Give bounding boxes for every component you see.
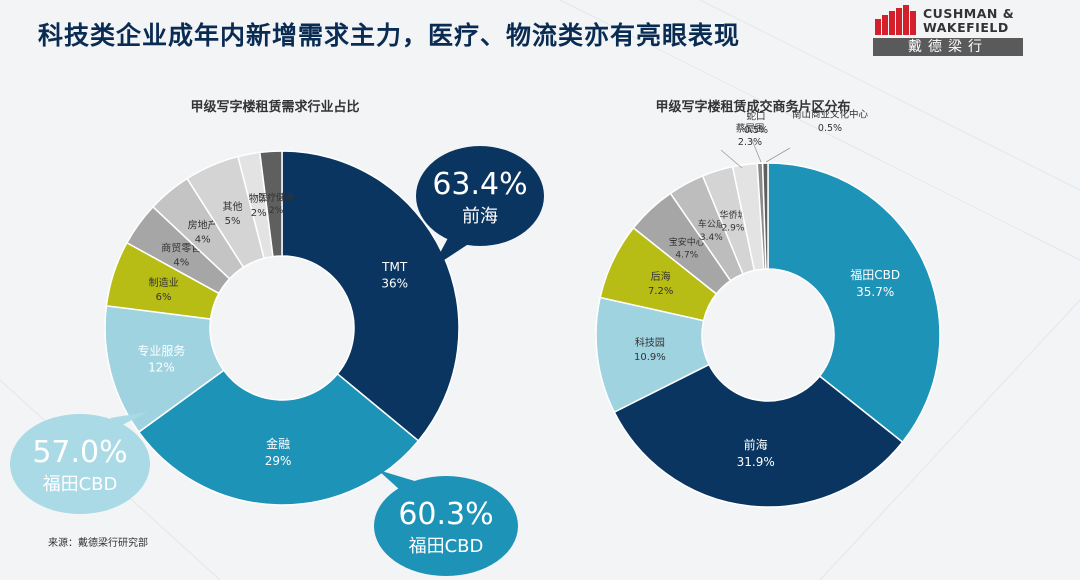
industry-value-4: 4% (173, 257, 189, 268)
callout-bubble-1 (374, 476, 518, 576)
industry-label-5: 房地产 (188, 219, 218, 232)
district-slice-1 (613, 363, 904, 508)
callout-value-0: 63.4% (432, 167, 527, 202)
district-value-9: 0.5% (818, 123, 842, 134)
district-value-5: 3.4% (700, 233, 723, 243)
industry-label-1: 金融 (266, 436, 290, 451)
industry-label-8: 医疗健康 (258, 192, 294, 204)
district-label-2: 科技园 (635, 336, 665, 349)
industry-label-7: 物流 (249, 192, 269, 205)
callout-tail-2 (110, 412, 148, 426)
district-value-8: 0.5% (744, 125, 768, 136)
district-value-0: 35.7% (856, 285, 894, 299)
chart-right-title: 甲级写字楼租赁成交商务片区分布 (655, 100, 851, 115)
callout-bubble-2 (10, 414, 150, 514)
district-leader-line-0 (720, 149, 743, 169)
callout-label-0: 前海 (462, 206, 498, 227)
industry-slice-1 (137, 369, 420, 506)
district-label-1: 前海 (744, 437, 768, 452)
district-value-3: 7.2% (648, 286, 673, 297)
district-label-3: 后海 (651, 270, 671, 283)
industry-value-8: 2% (269, 206, 284, 216)
industry-label-2: 专业服务 (137, 343, 185, 358)
district-slice-0 (767, 162, 941, 444)
district-label-7: 蔡屋围 (736, 123, 765, 135)
district-label-6: 华侨城 (720, 209, 747, 221)
industry-value-6: 5% (225, 216, 241, 227)
industry-slice-8 (258, 150, 283, 258)
district-value-2: 10.9% (634, 352, 666, 363)
district-slice-9 (761, 162, 769, 270)
callout-label-1: 福田CBD (409, 536, 484, 557)
industry-slice-0 (281, 150, 460, 442)
page-title: 科技类企业成年内新增需求主力，医疗、物流类亦有亮眼表现 (38, 21, 741, 50)
district-leader-line-1 (751, 139, 762, 163)
district-value-1: 31.9% (737, 455, 775, 469)
logo-chinese: 戴德梁行 (873, 38, 1023, 56)
district-label-9: 南山商业文化中心 (792, 109, 869, 121)
industry-value-7: 2% (251, 208, 267, 219)
callout-bubble-0 (416, 146, 544, 246)
district-label-8: 蛇口 (746, 111, 765, 123)
district-leader-line-2 (765, 147, 791, 163)
callout-value-2: 57.0% (32, 435, 127, 470)
industry-value-5: 4% (195, 235, 211, 246)
logo-mark-icon (875, 5, 916, 35)
industry-value-0: 36% (381, 277, 408, 291)
industry-value-1: 29% (265, 454, 292, 468)
logo-english: CUSHMAN & WAKEFIELD (923, 6, 1015, 35)
callout-tail-0 (432, 238, 470, 268)
district-label-0: 福田CBD (850, 267, 900, 282)
callout-value-1: 60.3% (398, 497, 493, 532)
industry-label-6: 其他 (223, 200, 243, 213)
industry-value-3: 6% (156, 292, 172, 303)
industry-label-3: 制造业 (149, 276, 179, 289)
chart-left-title: 甲级写字楼租赁需求行业占比 (190, 100, 360, 115)
industry-value-2: 12% (148, 361, 175, 375)
district-value-6: 2.9% (722, 224, 745, 234)
district-value-7: 2.3% (738, 137, 762, 148)
district-value-4: 4.7% (675, 250, 698, 260)
logo: CUSHMAN & WAKEFIELD 戴德梁行 (873, 4, 1025, 56)
industry-slice-2 (104, 304, 225, 434)
source-note: 来源：戴德梁行研究部 (48, 538, 148, 549)
industry-label-0: TMT (381, 260, 408, 274)
industry-label-4: 商贸零售 (161, 241, 201, 254)
callout-label-2: 福田CBD (43, 474, 118, 495)
district-label-5: 车公庙 (698, 218, 725, 230)
district-label-4: 宝安中心 (669, 236, 705, 248)
